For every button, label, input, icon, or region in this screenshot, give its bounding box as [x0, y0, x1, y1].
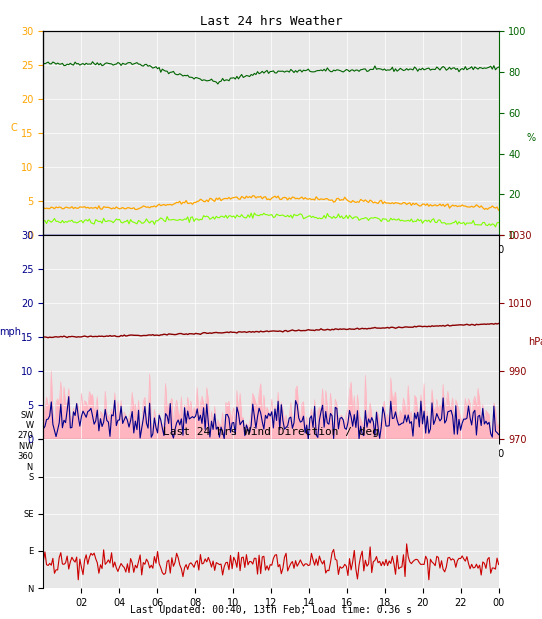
Y-axis label: hPa: hPa: [528, 337, 542, 347]
Text: Last Updated: 00:40, 13th Feb; Load time: 0.36 s: Last Updated: 00:40, 13th Feb; Load time…: [130, 605, 412, 615]
Y-axis label: mph: mph: [0, 327, 21, 337]
Legend: Wind Speed /mph, Gust / mph, Pressure / hPa: Wind Speed /mph, Gust / mph, Pressure / …: [134, 446, 408, 461]
Y-axis label: C: C: [11, 123, 17, 133]
Legend: Dew Point / C, Temperature / C, Humidity / %, Rainfall / mm: Dew Point / C, Temperature / C, Humidity…: [92, 241, 450, 257]
Y-axis label: %: %: [526, 133, 535, 143]
Title: Last 24 hrs Weather: Last 24 hrs Weather: [200, 15, 342, 28]
Title: Last 24 hrs Wind Direction / deg: Last 24 hrs Wind Direction / deg: [163, 427, 379, 437]
